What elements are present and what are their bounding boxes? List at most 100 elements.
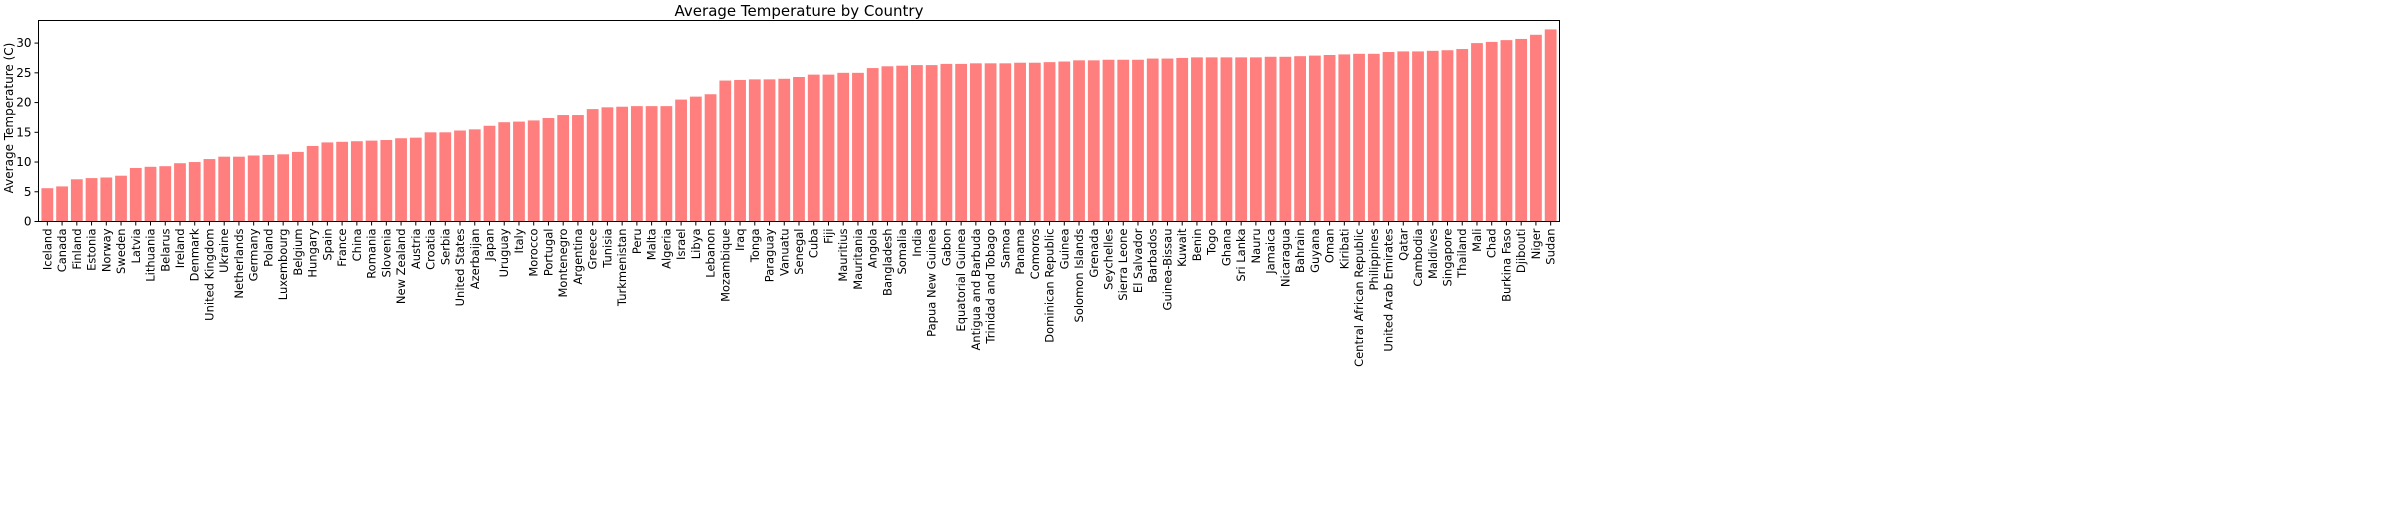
x-tick-label: Argentina	[571, 229, 585, 285]
bar-cambodia	[1412, 51, 1424, 222]
bar-azerbaijan	[468, 129, 481, 222]
x-tick-label: Burkina Faso	[1499, 229, 1513, 302]
bar-bangladesh	[881, 66, 894, 222]
bar-mauritius	[837, 72, 850, 222]
bar-bahrain	[1294, 56, 1306, 222]
x-axis-ticks: Iceland Canada Finland Estonia Norway Sweden L…	[40, 221, 1558, 367]
bar-thailand	[1456, 49, 1469, 222]
bar-paraguay	[763, 79, 776, 222]
y-tick-label: 5	[24, 185, 32, 199]
x-tick-label: Austria	[409, 229, 423, 270]
x-tick-label: New Zealand	[394, 229, 408, 305]
x-tick-label: Barbados	[1146, 228, 1160, 282]
bar-seychelles	[1102, 59, 1115, 222]
bar-sierra-leone	[1117, 59, 1130, 222]
bar-spain	[321, 142, 334, 222]
bar-equatorial-guinea	[955, 63, 968, 222]
bar-fiji	[822, 74, 835, 222]
bar-nauru	[1249, 57, 1262, 222]
x-tick-label: Maldives	[1426, 229, 1440, 280]
bar-united-arab-emirates	[1382, 52, 1395, 222]
y-tick-label: 0	[24, 215, 32, 229]
x-tick-label: Belarus	[158, 228, 172, 271]
x-tick-label: Netherlands	[232, 229, 246, 299]
y-tick-label: 20	[16, 96, 31, 110]
x-tick-label: Luxembourg	[276, 229, 290, 301]
bar-panama	[1014, 62, 1026, 222]
bar-mali	[1471, 43, 1483, 222]
bar-new-zealand	[395, 138, 407, 222]
x-tick-label: Romania	[365, 229, 379, 279]
x-tick-label: Sweden	[114, 229, 128, 274]
x-tick-label: Turkmenistan	[615, 229, 629, 308]
bar-germany	[247, 155, 260, 222]
x-tick-label: El Salvador	[1131, 228, 1145, 293]
bar-tunisia	[601, 107, 614, 222]
bar-libya	[689, 96, 702, 222]
bar-oman	[1323, 54, 1336, 222]
x-tick-label: Nauru	[1249, 229, 1263, 264]
bar-poland	[262, 154, 275, 222]
x-tick-label: Lebanon	[704, 229, 718, 278]
bar-serbia	[439, 132, 452, 222]
x-tick-label: Belgium	[291, 229, 305, 276]
bar-tonga	[748, 79, 761, 222]
x-tick-label: Chad	[1485, 229, 1499, 259]
bar-barbados	[1146, 58, 1159, 222]
bars-group	[41, 29, 1557, 222]
x-tick-label: Comoros	[1028, 228, 1042, 279]
bar-kuwait	[1176, 57, 1189, 222]
x-tick-label: Togo	[1205, 229, 1219, 256]
x-tick-label: Montenegro	[556, 229, 570, 298]
bar-india	[911, 65, 923, 222]
x-tick-label: Finland	[70, 229, 84, 270]
bar-luxembourg	[277, 154, 290, 222]
bar-slovenia	[380, 140, 393, 222]
chart-title: Average Temperature by Country	[675, 2, 924, 20]
bar-benin	[1191, 57, 1203, 222]
x-tick-label: Poland	[261, 229, 275, 267]
x-tick-label: Qatar	[1396, 228, 1410, 261]
x-tick-label: Azerbaijan	[468, 229, 482, 290]
bar-solomon-islands	[1073, 60, 1085, 222]
bar-belgium	[292, 151, 304, 222]
bar-israel	[675, 99, 687, 222]
bar-algeria	[660, 106, 673, 222]
x-tick-label: Trinidad and Tobago	[984, 229, 998, 345]
x-tick-label: Vanuatu	[777, 229, 791, 276]
x-tick-label: Singapore	[1440, 229, 1454, 287]
bar-philippines	[1367, 53, 1380, 222]
x-tick-label: Peru	[630, 229, 644, 255]
x-tick-label: Nicaragua	[1278, 229, 1292, 288]
x-tick-label: Gabon	[939, 229, 953, 267]
x-tick-label: Portugal	[541, 229, 555, 277]
x-tick-label: Seychelles	[1102, 228, 1116, 289]
x-tick-label: United Arab Emirates	[1382, 229, 1396, 352]
bar-maldives	[1426, 50, 1439, 222]
x-tick-label: Panama	[1013, 229, 1027, 275]
x-tick-label: Japan	[482, 229, 496, 262]
x-tick-label: Iraq	[733, 229, 747, 251]
x-tick-label: Mauritius	[836, 228, 850, 281]
x-tick-label: Sri Lanka	[1234, 229, 1248, 282]
x-tick-label: Guinea	[1057, 229, 1071, 270]
bar-sweden	[115, 175, 127, 222]
x-tick-label: Fiji	[821, 229, 835, 244]
x-tick-label: Israel	[674, 229, 688, 260]
bar-kiribati	[1338, 54, 1351, 222]
bar-austria	[409, 137, 422, 222]
bar-guinea	[1058, 61, 1071, 222]
x-tick-label: Ukraine	[217, 229, 231, 273]
x-tick-label: United Kingdom	[202, 229, 216, 321]
bar-singapore	[1441, 50, 1454, 222]
x-tick-label: Kuwait	[1175, 228, 1189, 267]
bar-niger	[1530, 34, 1542, 222]
x-tick-label: Mali	[1470, 229, 1484, 252]
bar-burkina-faso	[1500, 40, 1513, 222]
bar-mozambique	[719, 80, 732, 222]
bar-malta	[645, 106, 658, 222]
bar-sudan	[1544, 29, 1557, 222]
bar-norway	[100, 177, 113, 222]
bar-central-african-republic	[1353, 53, 1365, 222]
x-tick-label: Senegal	[792, 229, 806, 275]
